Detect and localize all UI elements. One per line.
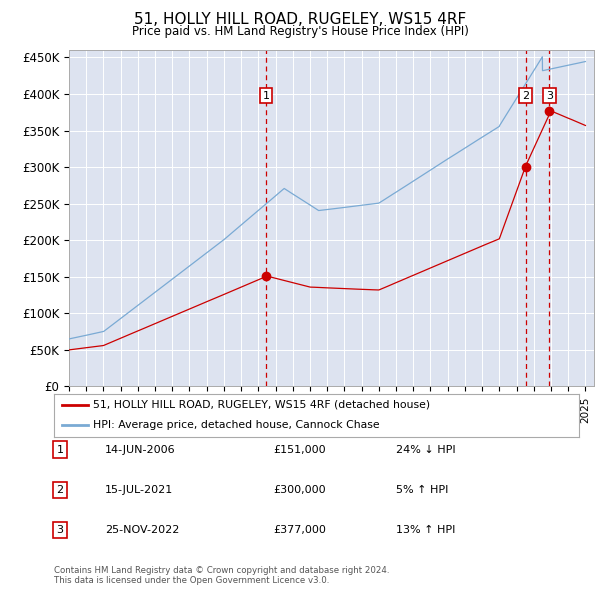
Text: £300,000: £300,000 (273, 485, 326, 494)
Text: 3: 3 (56, 525, 64, 535)
Text: 51, HOLLY HILL ROAD, RUGELEY, WS15 4RF (detached house): 51, HOLLY HILL ROAD, RUGELEY, WS15 4RF (… (94, 400, 431, 409)
Text: Price paid vs. HM Land Registry's House Price Index (HPI): Price paid vs. HM Land Registry's House … (131, 25, 469, 38)
Text: 1: 1 (56, 445, 64, 454)
Text: 2: 2 (522, 90, 529, 100)
Text: Contains HM Land Registry data © Crown copyright and database right 2024.
This d: Contains HM Land Registry data © Crown c… (54, 566, 389, 585)
Text: £377,000: £377,000 (273, 525, 326, 535)
Text: 24% ↓ HPI: 24% ↓ HPI (396, 445, 455, 454)
Text: 15-JUL-2021: 15-JUL-2021 (105, 485, 173, 494)
Text: HPI: Average price, detached house, Cannock Chase: HPI: Average price, detached house, Cann… (94, 421, 380, 430)
Text: 2: 2 (56, 485, 64, 494)
Text: 25-NOV-2022: 25-NOV-2022 (105, 525, 179, 535)
Text: £151,000: £151,000 (273, 445, 326, 454)
Text: 1: 1 (263, 90, 269, 100)
Text: 3: 3 (546, 90, 553, 100)
Text: 51, HOLLY HILL ROAD, RUGELEY, WS15 4RF: 51, HOLLY HILL ROAD, RUGELEY, WS15 4RF (134, 12, 466, 27)
Text: 14-JUN-2006: 14-JUN-2006 (105, 445, 176, 454)
Text: 5% ↑ HPI: 5% ↑ HPI (396, 485, 448, 494)
Text: 13% ↑ HPI: 13% ↑ HPI (396, 525, 455, 535)
